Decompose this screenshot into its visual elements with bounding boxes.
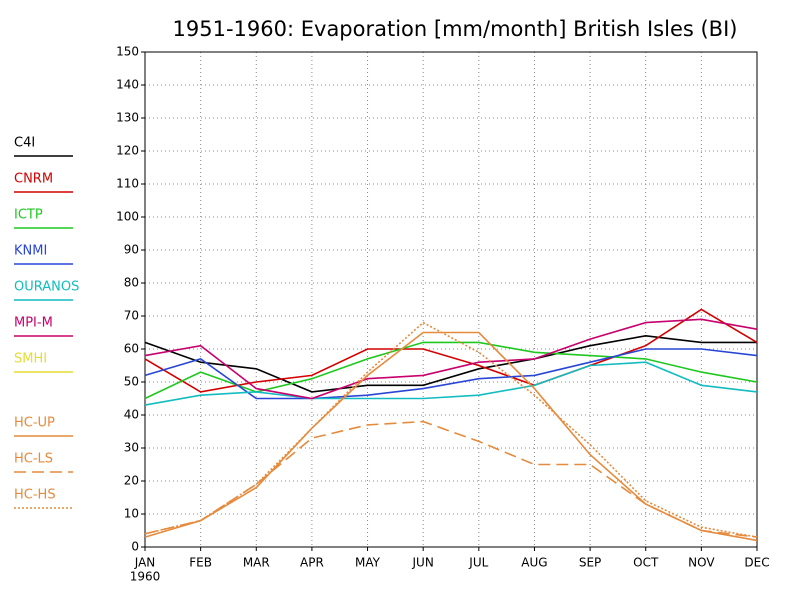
x-tick-label: NOV [688, 556, 715, 570]
year-label: 1960 [130, 570, 161, 584]
chart-title: 1951-1960: Evaporation [mm/month] Britis… [173, 17, 738, 41]
x-tick-label: SEP [579, 556, 601, 570]
y-tick-label: 130 [116, 111, 139, 125]
y-tick-label: 70 [124, 309, 139, 323]
series-line [144, 361, 758, 406]
legend-label: HC-LS [14, 452, 53, 467]
y-tick-label: 140 [116, 78, 139, 92]
y-tick-label: 50 [124, 375, 139, 389]
y-tick-label: 30 [124, 441, 139, 455]
x-tick-label: DEC [744, 556, 769, 570]
y-tick-label: 100 [116, 210, 139, 224]
legend-label: KNMI [14, 244, 47, 259]
y-tick-label: 20 [124, 474, 139, 488]
legend-label: OURANOS [14, 280, 79, 295]
y-tick-label: 0 [131, 540, 139, 554]
x-tick-label: JUL [468, 556, 488, 570]
x-tick-label: JUN [412, 556, 434, 570]
x-tick-label: JAN [134, 556, 156, 570]
series-line [144, 318, 758, 400]
y-tick-label: 10 [124, 507, 139, 521]
y-tick-label: 120 [116, 144, 139, 158]
y-tick-label: 110 [116, 177, 139, 191]
legend-label: SMHI [14, 352, 47, 367]
legend-label: ICTP [14, 208, 43, 223]
x-tick-label: MAY [355, 556, 381, 570]
series-line [144, 321, 758, 538]
legend-label: CNRM [14, 172, 53, 187]
legend-label: HC-UP [14, 416, 55, 431]
legend-label: HC-HS [14, 488, 56, 503]
series-line [144, 341, 758, 400]
legend-label: C4I [14, 136, 35, 151]
x-tick-label: MAR [243, 556, 270, 570]
series-line [144, 420, 758, 538]
y-tick-label: 80 [124, 276, 139, 290]
legend-label: MPI-M [14, 316, 53, 331]
y-tick-label: 40 [124, 408, 139, 422]
x-tick-label: FEB [189, 556, 212, 570]
series-line [144, 308, 758, 393]
y-tick-label: 60 [124, 342, 139, 356]
series-line [144, 334, 757, 393]
plot-frame [144, 51, 758, 548]
x-tick-label: APR [300, 556, 324, 570]
x-tick-label: AUG [521, 556, 547, 570]
y-tick-label: 150 [116, 45, 139, 59]
y-tick-label: 90 [124, 243, 139, 257]
x-tick-label: OCT [633, 556, 659, 570]
